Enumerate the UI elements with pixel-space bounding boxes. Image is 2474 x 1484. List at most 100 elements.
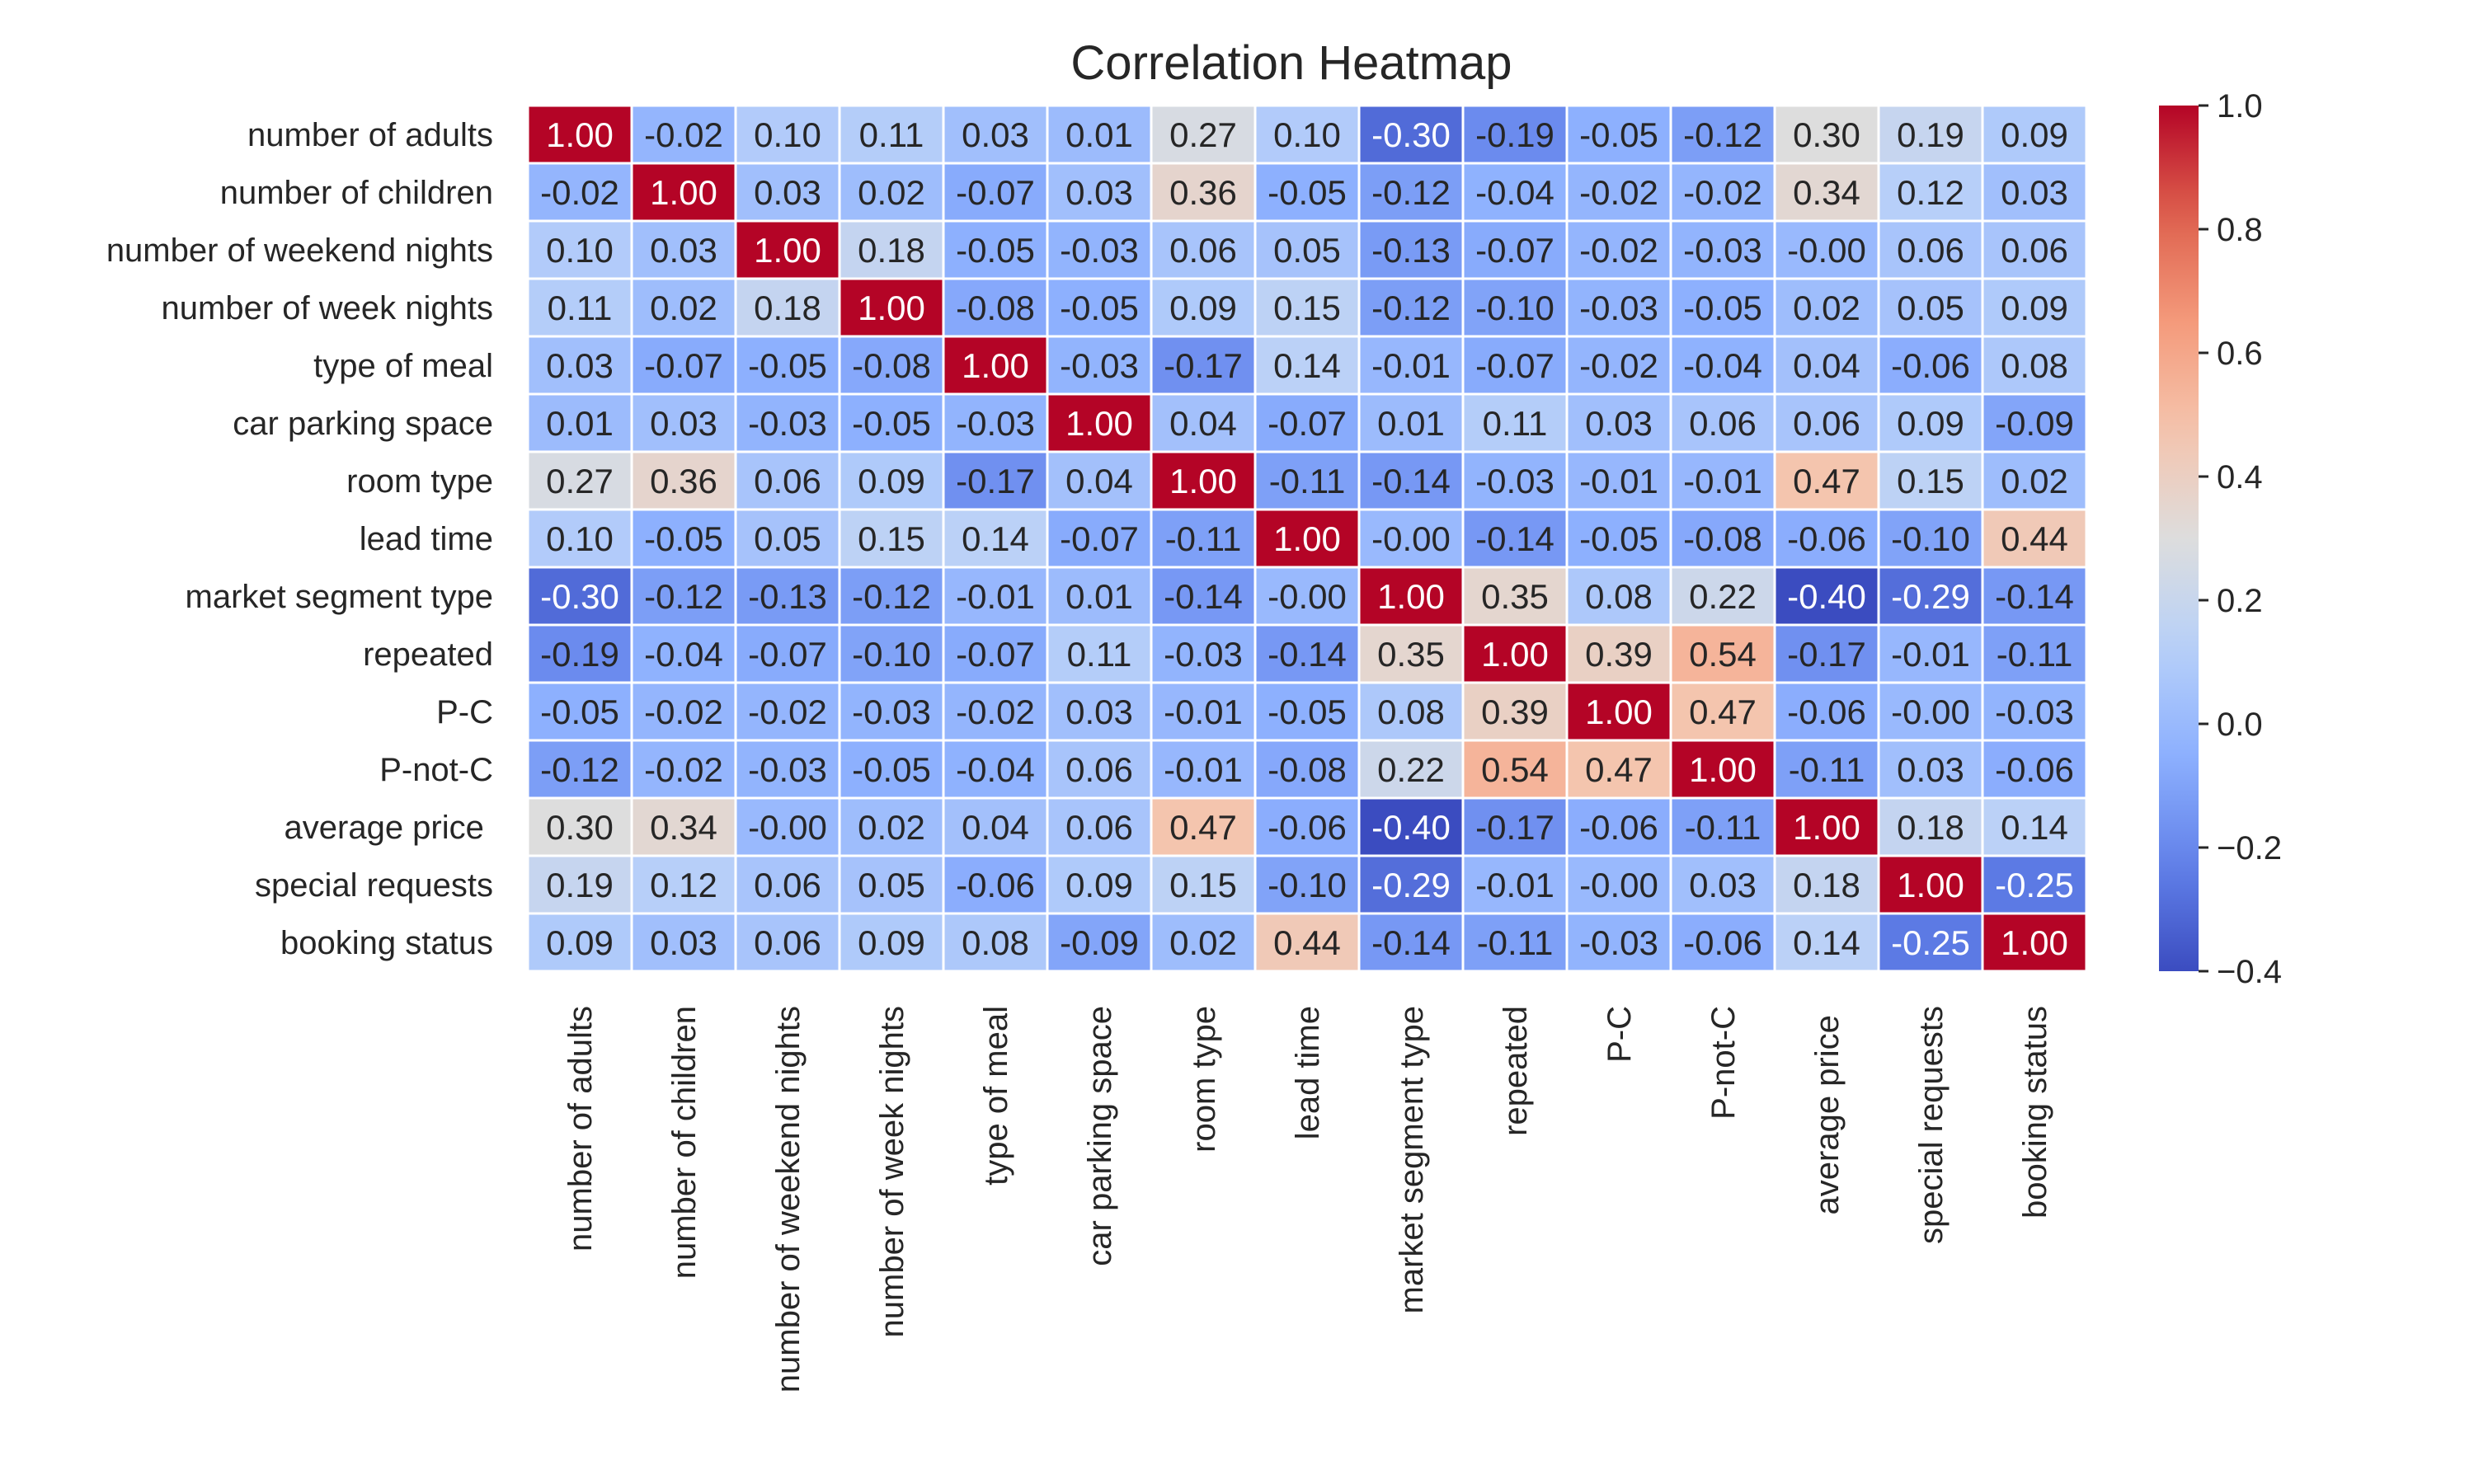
heatmap-cell <box>1461 392 1569 453</box>
colorbar-tick-label: 0.0 <box>2217 707 2263 743</box>
cell-value-label: 0.44 <box>1273 923 1341 962</box>
heatmap-cell <box>630 566 737 627</box>
y-tick-label: lead time <box>360 521 493 557</box>
cell-value-label: -0.06 <box>1268 808 1347 847</box>
heatmap-cell <box>1877 912 1984 973</box>
cell-value-label: -0.08 <box>1683 519 1762 558</box>
cell-value-label: 0.03 <box>1689 866 1757 904</box>
cell-value-label: 0.06 <box>2001 231 2068 270</box>
cell-value-label: -0.17 <box>1164 346 1243 385</box>
heatmap-cell <box>1981 623 2088 684</box>
y-tick-label: type of meal <box>313 348 493 384</box>
cell-value-label: -0.12 <box>1683 115 1762 154</box>
cell-value-label: -0.10 <box>1268 866 1347 904</box>
heatmap-cells: 1.00 -0.02 0.10 0.11 0.03 0.01 0.27 0.10 -0.30 -0… <box>526 104 2088 973</box>
heatmap-cell <box>630 623 737 684</box>
cell-value-label: 0.19 <box>546 866 614 904</box>
heatmap-cell <box>734 681 841 742</box>
heatmap-cell <box>1253 681 1361 742</box>
cell-value-label: 0.08 <box>1585 577 1653 616</box>
cell-value-label: 0.06 <box>754 923 821 962</box>
cell-value-label: 0.04 <box>1169 404 1237 443</box>
cell-value-label: 0.09 <box>2001 289 2068 327</box>
cell-value-label: 0.04 <box>962 808 1029 847</box>
x-tick-label: number of adults <box>562 1006 599 1252</box>
cell-value-label: -0.05 <box>1579 115 1658 154</box>
cell-value-label: 0.09 <box>1169 289 1237 327</box>
colorbar-tick-label: 0.6 <box>2217 336 2263 372</box>
heatmap-cell <box>1773 219 1880 280</box>
heatmap-cell <box>734 335 841 396</box>
cell-value-label: 0.12 <box>1897 173 1964 212</box>
cell-value-label: -0.10 <box>852 635 931 674</box>
heatmap-cell <box>1357 450 1465 511</box>
cell-value-label: 0.27 <box>546 462 614 500</box>
cell-value-label: 0.22 <box>1377 750 1445 789</box>
cell-value-label: -0.40 <box>1371 808 1451 847</box>
cell-value-label: 0.36 <box>1169 173 1237 212</box>
heatmap-cell <box>526 104 633 165</box>
heatmap-cell <box>1253 450 1361 511</box>
heatmap-cell <box>1981 912 2088 973</box>
cell-value-label: 0.03 <box>962 115 1029 154</box>
colorbar: 1.0 0.8 0.6 0.4 0.2 0.0 −0.2 −0.4 <box>2159 88 2282 990</box>
heatmap-cell <box>1565 450 1672 511</box>
cell-value-label: 0.08 <box>962 923 1029 962</box>
x-tick-label: car parking space <box>1082 1006 1118 1266</box>
cell-value-label: 0.54 <box>1481 750 1549 789</box>
heatmap-cell <box>942 277 1049 338</box>
heatmap-cell <box>1357 277 1465 338</box>
heatmap-cell <box>1877 277 1984 338</box>
cell-value-label: -0.00 <box>1579 866 1658 904</box>
cell-value-label: -0.12 <box>644 577 723 616</box>
cell-value-label: -0.01 <box>1164 693 1243 731</box>
cell-value-label: 0.01 <box>1065 115 1133 154</box>
cell-value-label: -0.02 <box>644 693 723 731</box>
cell-value-label: -0.03 <box>1475 462 1554 500</box>
x-tick-labels: number of adults number of children number… <box>562 1006 2053 1392</box>
cell-value-label: -0.06 <box>1787 693 1866 731</box>
cell-value-label: -0.09 <box>1995 404 2074 443</box>
cell-value-label: -0.00 <box>1371 519 1451 558</box>
heatmap-cell <box>942 566 1049 627</box>
chart-title: Correlation Heatmap <box>1070 36 1512 90</box>
cell-value-label: -0.29 <box>1371 866 1451 904</box>
cell-value-label: 1.00 <box>962 346 1029 385</box>
cell-value-label: 0.05 <box>858 866 925 904</box>
cell-value-label: 0.03 <box>2001 173 2068 212</box>
cell-value-label: 0.05 <box>754 519 821 558</box>
cell-value-label: 1.00 <box>1481 635 1549 674</box>
heatmap-cell <box>1357 854 1465 915</box>
heatmap-cell <box>1773 566 1880 627</box>
heatmap-cell <box>1357 162 1465 223</box>
heatmap-cell <box>1669 335 1776 396</box>
y-tick-label: number of adults <box>247 117 493 153</box>
heatmap-cell <box>1773 450 1880 511</box>
cell-value-label: 0.14 <box>2001 808 2068 847</box>
cell-value-label: 0.14 <box>962 519 1029 558</box>
cell-value-label: -0.02 <box>1579 173 1658 212</box>
cell-value-label: 0.47 <box>1793 462 1860 500</box>
cell-value-label: 0.06 <box>1897 231 1964 270</box>
cell-value-label: -0.02 <box>1579 231 1658 270</box>
heatmap-cell <box>526 739 633 800</box>
heatmap-cell <box>630 450 737 511</box>
cell-value-label: -0.12 <box>852 577 931 616</box>
cell-value-label: 0.02 <box>1169 923 1237 962</box>
heatmap-cell <box>1773 854 1880 915</box>
heatmap-cell <box>1357 104 1465 165</box>
heatmap-cell <box>1773 335 1880 396</box>
heatmap-cell <box>1150 912 1257 973</box>
cell-value-label: 0.06 <box>754 866 821 904</box>
cell-value-label: 1.00 <box>754 231 821 270</box>
cell-value-label: -0.14 <box>1164 577 1243 616</box>
heatmap-cell <box>1253 162 1361 223</box>
heatmap-cell <box>1046 162 1153 223</box>
heatmap-cell <box>1981 335 2088 396</box>
heatmap-cell <box>838 508 945 569</box>
cell-value-label: 0.06 <box>754 462 821 500</box>
heatmap-cell <box>1357 912 1465 973</box>
cell-value-label: -0.05 <box>852 750 931 789</box>
heatmap-cell <box>1461 681 1569 742</box>
